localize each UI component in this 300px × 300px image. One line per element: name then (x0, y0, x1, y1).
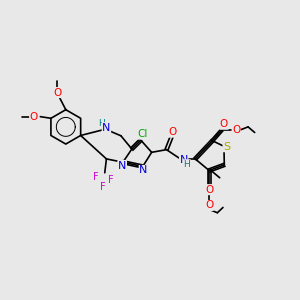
Text: S: S (223, 142, 230, 152)
Text: N: N (102, 122, 111, 133)
Text: Cl: Cl (137, 129, 148, 139)
Text: O: O (168, 127, 176, 137)
Text: O: O (232, 125, 240, 135)
Text: O: O (205, 184, 213, 195)
Text: O: O (53, 88, 61, 98)
Text: O: O (220, 119, 228, 129)
Text: F: F (108, 175, 113, 185)
Text: N: N (139, 166, 148, 176)
Text: N: N (118, 160, 126, 170)
Text: N: N (118, 161, 126, 171)
Text: H: H (98, 119, 105, 128)
Text: O: O (30, 112, 38, 122)
Text: H: H (184, 160, 190, 169)
Text: F: F (93, 172, 98, 182)
Text: F: F (100, 182, 106, 192)
Text: N: N (179, 154, 188, 165)
Text: O: O (205, 200, 213, 211)
